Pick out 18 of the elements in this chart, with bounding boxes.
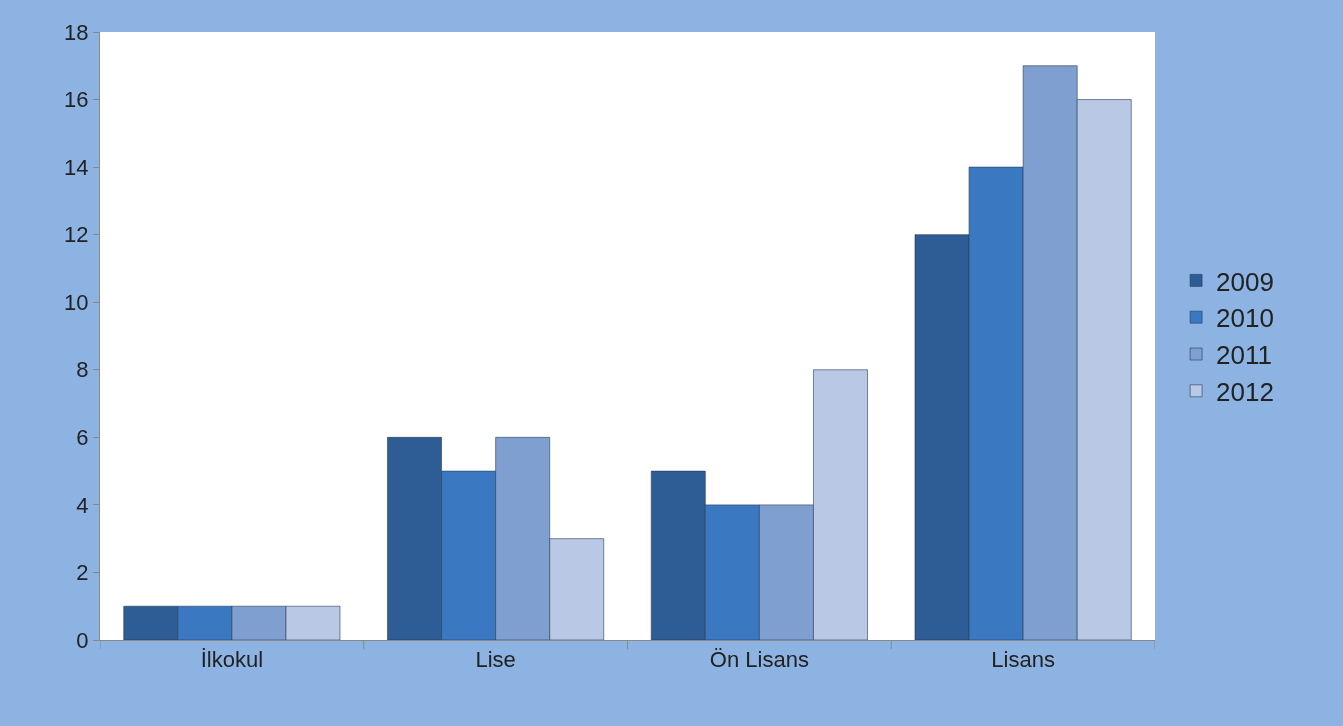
y-tick-label: 14 <box>64 154 89 180</box>
x-tick-label: Lisans <box>991 647 1055 673</box>
y-tick-label: 18 <box>64 19 89 45</box>
x-tick-label: Lise <box>475 647 516 673</box>
legend-label: 2009 <box>1216 266 1274 297</box>
x-tick-label: Ön Lisans <box>709 647 809 673</box>
y-tick-label: 10 <box>64 289 89 315</box>
y-tick-label: 6 <box>76 425 89 451</box>
x-tick-label: İlkokul <box>200 647 264 673</box>
y-tick-label: 8 <box>76 357 89 383</box>
y-tick-label: 12 <box>64 222 89 248</box>
y-tick-label: 2 <box>76 560 89 586</box>
y-tick-label: 0 <box>76 627 89 653</box>
y-tick-label: 4 <box>76 492 89 518</box>
legend-label: 2010 <box>1216 303 1274 334</box>
y-tick-label: 16 <box>64 87 89 113</box>
legend-label: 2012 <box>1216 376 1274 407</box>
legend-label: 2011 <box>1216 340 1273 371</box>
